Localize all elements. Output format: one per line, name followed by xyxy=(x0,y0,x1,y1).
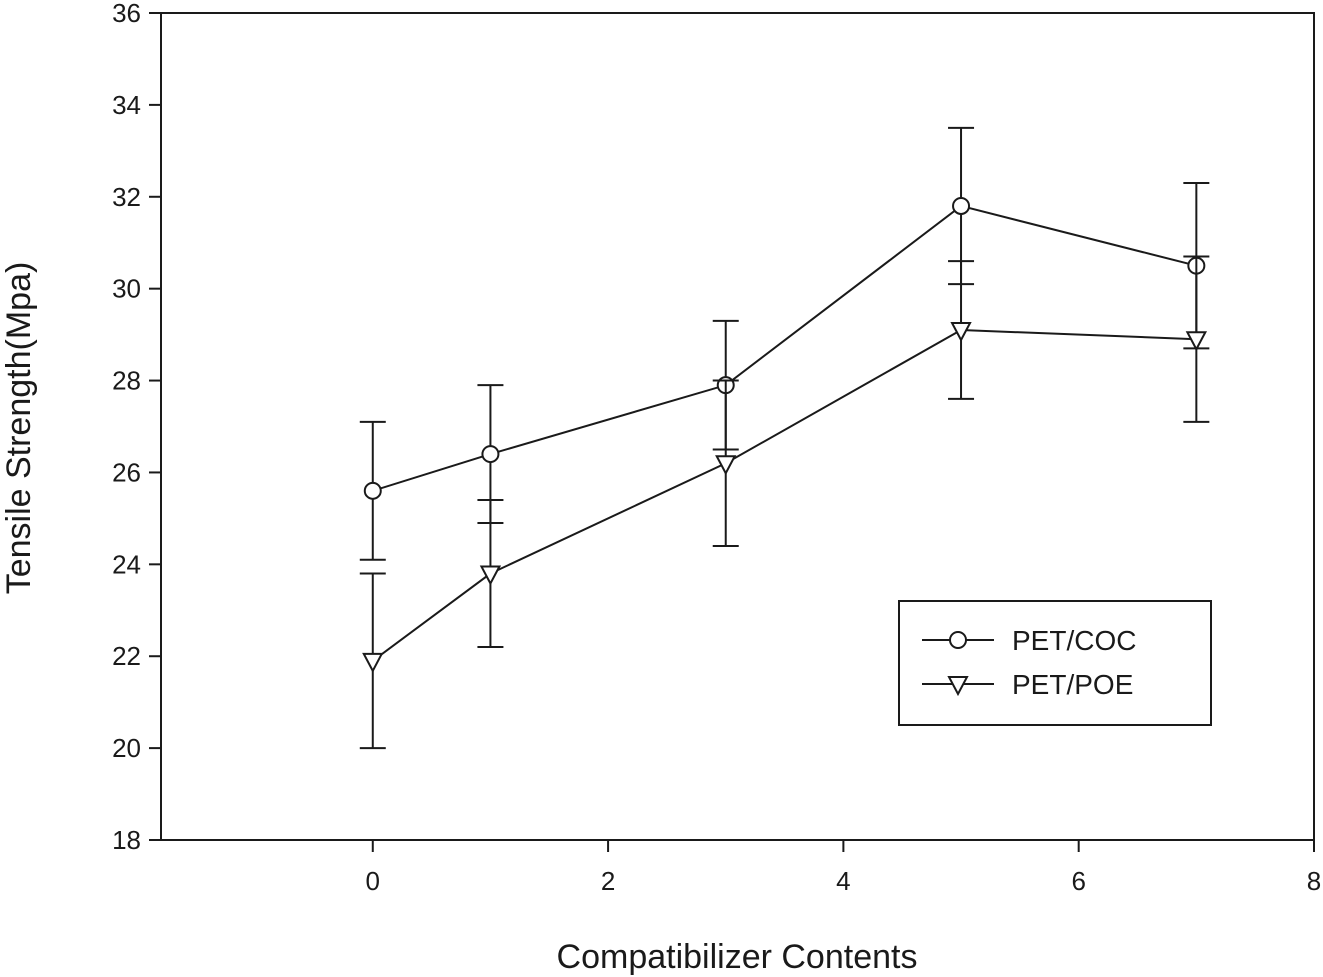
data-point-triangle xyxy=(362,652,384,673)
data-point-circle xyxy=(952,196,971,215)
series-pet-coc xyxy=(359,126,1210,561)
legend-circle-marker xyxy=(949,631,967,649)
legend-item-pet-coc: PET/COC xyxy=(922,625,1136,656)
y-tick-label: 32 xyxy=(112,182,141,212)
data-point-triangle xyxy=(1185,331,1208,352)
series-layer xyxy=(359,126,1210,750)
y-tick-label: 18 xyxy=(112,825,141,855)
data-point-triangle xyxy=(715,455,737,476)
legend-label-pet-poe: PET/POE xyxy=(1012,669,1133,700)
legend: PET/COC PET/POE xyxy=(898,600,1212,726)
x-tick-label: 2 xyxy=(601,866,615,896)
y-tick-label: 26 xyxy=(112,457,141,487)
y-tick-label: 24 xyxy=(112,549,141,579)
y-tick-label: 30 xyxy=(112,274,141,304)
data-point-triangle xyxy=(950,322,972,343)
y-tick-label: 36 xyxy=(112,0,141,28)
series-pet-poe xyxy=(359,255,1210,750)
plot-frame xyxy=(160,12,1315,841)
x-axis-label: Compatibilizer Contents xyxy=(557,938,918,976)
y-tick-label: 22 xyxy=(112,641,141,671)
y-tick-label: 34 xyxy=(112,90,141,120)
x-tick-label: 6 xyxy=(1071,866,1085,896)
y-axis-ticks: 18 20 22 24 26 28 30 32 34 36 xyxy=(112,0,161,855)
x-tick-label: 0 xyxy=(366,866,380,896)
x-axis-ticks: 0 2 4 6 8 xyxy=(366,840,1321,896)
data-point-triangle xyxy=(479,565,502,586)
y-tick-label: 28 xyxy=(112,366,141,396)
x-tick-label: 4 xyxy=(836,866,850,896)
y-tick-label: 20 xyxy=(112,733,141,763)
data-point-circle xyxy=(363,481,382,500)
legend-triangle-marker xyxy=(947,676,969,697)
legend-item-pet-poe: PET/POE xyxy=(922,669,1133,700)
legend-label-pet-coc: PET/COC xyxy=(1012,625,1136,656)
x-tick-label: 8 xyxy=(1307,866,1321,896)
data-point-circle xyxy=(481,445,500,464)
legend-box xyxy=(898,600,1212,726)
y-axis-label: Tensile Strength(Mpa) xyxy=(0,262,38,595)
